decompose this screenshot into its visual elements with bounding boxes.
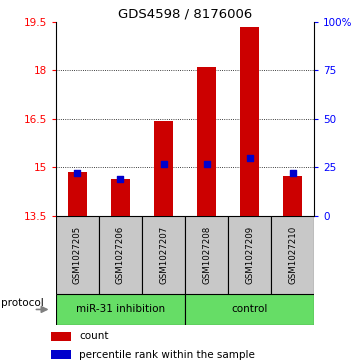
- Bar: [52, 350, 71, 359]
- Point: [161, 161, 166, 167]
- Text: control: control: [231, 305, 268, 314]
- Bar: [185, 294, 314, 325]
- Text: GSM1027206: GSM1027206: [116, 226, 125, 284]
- Bar: [185, 216, 228, 294]
- Point: [247, 155, 252, 160]
- Point: [204, 161, 209, 167]
- Bar: [68, 172, 87, 216]
- Text: GSM1027208: GSM1027208: [202, 226, 211, 284]
- Bar: [56, 294, 185, 325]
- Title: GDS4598 / 8176006: GDS4598 / 8176006: [118, 8, 252, 21]
- Bar: [111, 179, 130, 216]
- Text: count: count: [79, 331, 109, 341]
- Text: GSM1027209: GSM1027209: [245, 226, 254, 284]
- Bar: [240, 26, 259, 216]
- Text: GSM1027205: GSM1027205: [73, 226, 82, 284]
- Bar: [154, 121, 173, 216]
- Bar: [271, 216, 314, 294]
- Point: [118, 176, 123, 182]
- Text: GSM1027207: GSM1027207: [159, 226, 168, 284]
- Text: percentile rank within the sample: percentile rank within the sample: [79, 350, 255, 359]
- Text: GSM1027210: GSM1027210: [288, 226, 297, 284]
- Bar: [228, 216, 271, 294]
- Bar: [56, 216, 99, 294]
- Point: [75, 170, 81, 176]
- Bar: [197, 67, 216, 216]
- Bar: [142, 216, 185, 294]
- Bar: [99, 216, 142, 294]
- Point: [290, 170, 295, 176]
- Text: protocol: protocol: [1, 298, 44, 308]
- Bar: [52, 331, 71, 341]
- Text: miR-31 inhibition: miR-31 inhibition: [76, 305, 165, 314]
- Bar: [283, 176, 302, 216]
